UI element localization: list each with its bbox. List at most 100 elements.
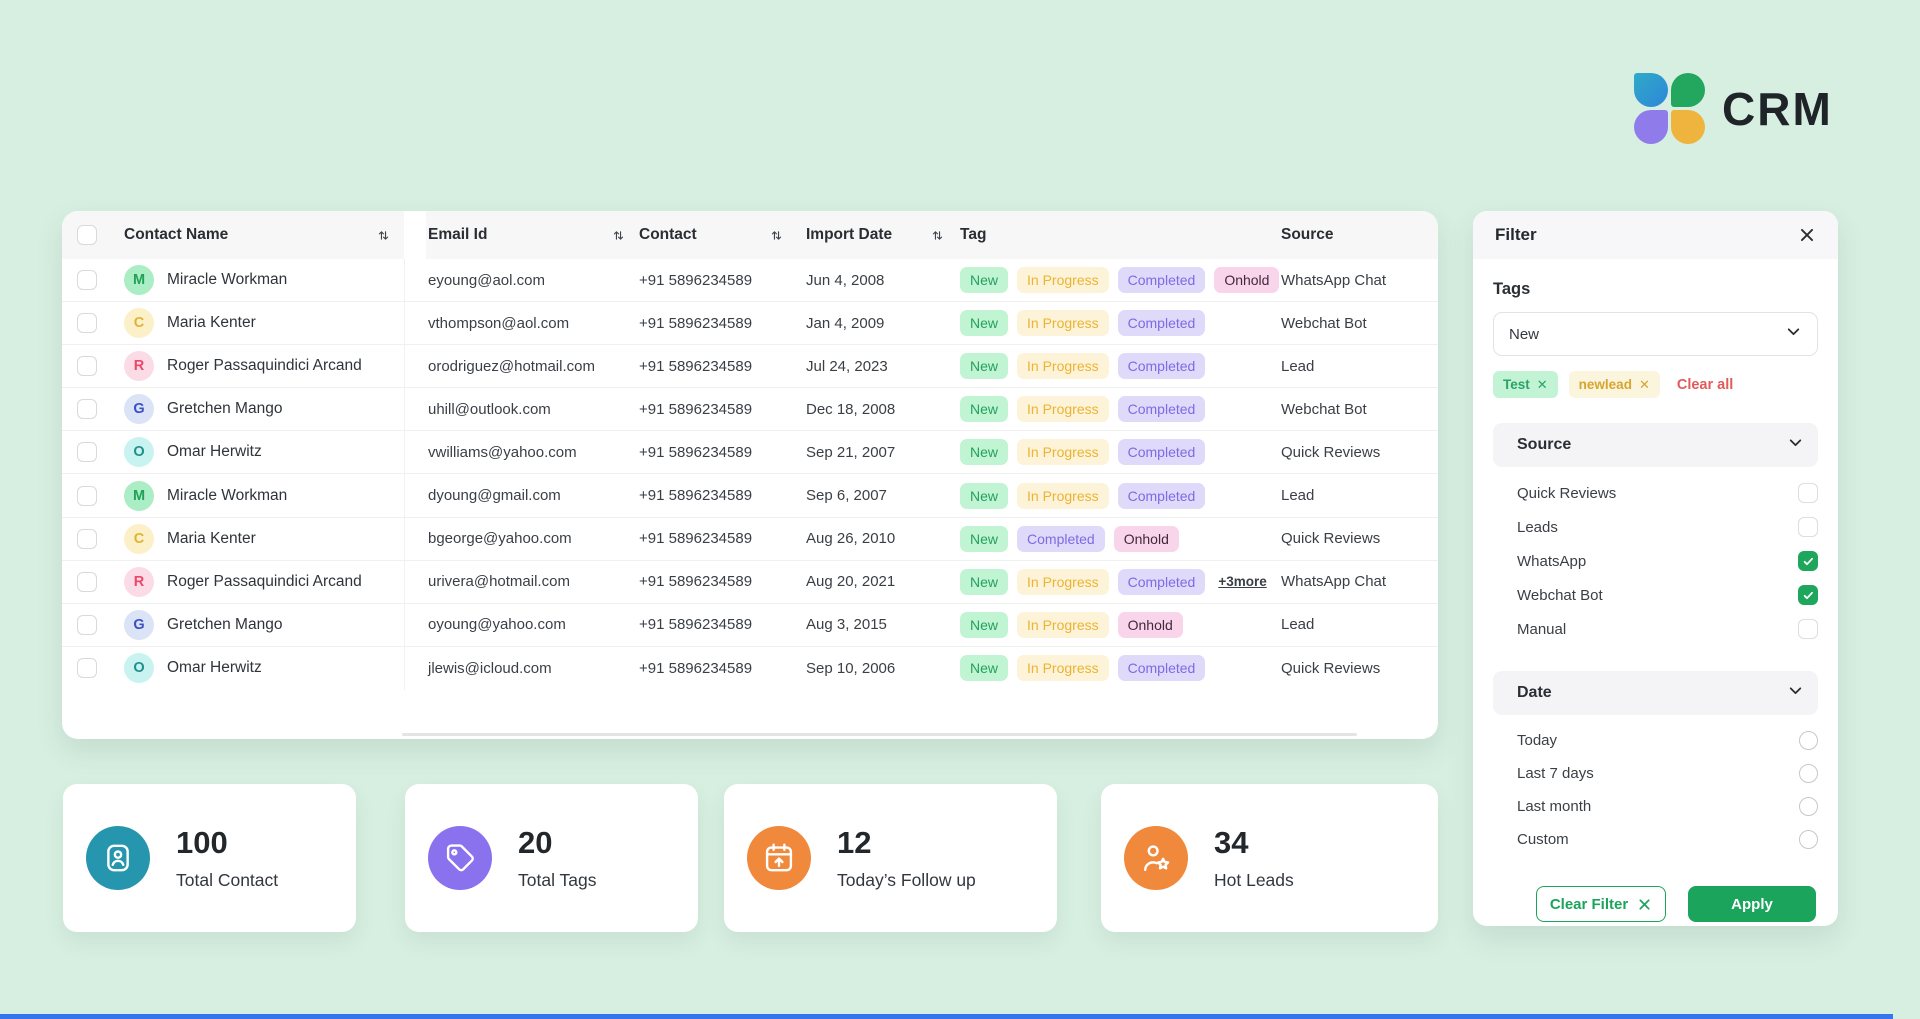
remove-chip-icon[interactable]: ✕ xyxy=(1536,376,1548,392)
source-checkbox[interactable] xyxy=(1798,585,1818,605)
source-option[interactable]: Manual xyxy=(1493,612,1818,646)
tag-pill: New xyxy=(960,396,1009,423)
row-checkbox[interactable] xyxy=(77,658,97,679)
clear-all-link[interactable]: Clear all xyxy=(1676,376,1734,393)
row-checkbox[interactable] xyxy=(77,528,97,549)
date-section-header[interactable]: Date xyxy=(1493,671,1818,715)
sort-icon[interactable] xyxy=(770,229,783,242)
header-email-label: Email Id xyxy=(428,226,488,243)
stat-label: Total Tags xyxy=(518,870,597,890)
phone-cell: +91 5896234589 xyxy=(639,314,753,332)
date-radio[interactable] xyxy=(1799,797,1818,816)
table-row[interactable]: G Gretchen Mango uhill@outlook.com +91 5896… xyxy=(62,388,1438,432)
table-row[interactable]: G Gretchen Mango oyoung@yahoo.com +91 58962… xyxy=(62,603,1438,647)
contact-name: Omar Herwitz xyxy=(167,443,262,461)
row-select-cell xyxy=(62,442,112,463)
source-option-label: Webchat Bot xyxy=(1517,586,1603,604)
sort-icon[interactable] xyxy=(931,229,944,242)
contact-name-cell: O Omar Herwitz xyxy=(112,437,404,468)
stat-card: 12 Today’s Follow up xyxy=(724,784,1057,932)
import-date-cell: Sep 6, 2007 xyxy=(806,487,887,505)
header-source-label: Source xyxy=(1281,226,1334,243)
header-import-date[interactable]: Import Date xyxy=(785,211,954,259)
table-row[interactable]: R Roger Passaquindici Arcand orodriguez@ho… xyxy=(62,345,1438,389)
source-checkbox[interactable] xyxy=(1798,551,1818,571)
avatar: R xyxy=(124,351,154,382)
date-radio[interactable] xyxy=(1799,830,1818,849)
tag-chip-label: newlead xyxy=(1578,377,1632,392)
close-icon[interactable] xyxy=(1798,226,1816,244)
logo-petal-green xyxy=(1671,73,1705,107)
row-select-cell xyxy=(62,614,112,635)
sort-icon[interactable] xyxy=(612,229,625,242)
tag-pill: Completed xyxy=(1117,267,1206,294)
source-checkbox[interactable] xyxy=(1798,517,1818,537)
apply-button[interactable]: Apply xyxy=(1688,886,1816,922)
row-checkbox[interactable] xyxy=(77,356,97,377)
column-divider xyxy=(404,431,426,474)
source-cell: Quick Reviews xyxy=(1281,659,1381,677)
contact-name: Roger Passaquindici Arcand xyxy=(167,357,362,375)
header-contact[interactable]: Contact xyxy=(638,211,785,259)
contact-name-cell: G Gretchen Mango xyxy=(112,609,404,640)
date-option[interactable]: Last month xyxy=(1493,790,1818,823)
tag-pill: New xyxy=(960,655,1009,682)
tag-pill: In Progress xyxy=(1017,267,1109,294)
table-row[interactable]: O Omar Herwitz jlewis@icloud.com +91 589623… xyxy=(62,646,1438,690)
remove-chip-icon[interactable]: ✕ xyxy=(1638,376,1650,392)
more-tags-link[interactable]: +3more xyxy=(1218,574,1267,590)
source-cell: Quick Reviews xyxy=(1281,443,1381,461)
source-cell: WhatsApp Chat xyxy=(1281,573,1387,591)
table-row[interactable]: O Omar Herwitz vwilliams@yahoo.com +91 5896… xyxy=(62,431,1438,475)
row-checkbox[interactable] xyxy=(77,571,97,592)
date-option[interactable]: Today xyxy=(1493,724,1818,757)
header-contact-name[interactable]: Contact Name xyxy=(112,211,404,259)
header-contact-label: Contact xyxy=(639,226,697,243)
source-option[interactable]: Leads xyxy=(1493,510,1818,544)
source-section-header[interactable]: Source xyxy=(1493,423,1818,467)
clear-filter-button[interactable]: Clear Filter xyxy=(1536,886,1666,922)
contact-name: Miracle Workman xyxy=(167,271,288,289)
row-checkbox[interactable] xyxy=(77,399,97,420)
header-tag: Tag xyxy=(954,211,1276,259)
phone-cell: +91 5896234589 xyxy=(639,400,753,418)
source-option[interactable]: Webchat Bot xyxy=(1493,578,1818,612)
email-cell: eyoung@aol.com xyxy=(428,271,545,289)
date-option[interactable]: Last 7 days xyxy=(1493,757,1818,790)
date-radio[interactable] xyxy=(1799,731,1818,750)
row-checkbox[interactable] xyxy=(77,614,97,635)
tags-dropdown[interactable]: New xyxy=(1493,312,1818,356)
tag-pill: In Progress xyxy=(1017,396,1109,423)
header-email[interactable]: Email Id xyxy=(426,211,638,259)
tag-pill: Onhold xyxy=(1117,611,1183,638)
row-checkbox[interactable] xyxy=(77,442,97,463)
email-cell: urivera@hotmail.com xyxy=(428,573,570,591)
select-all-checkbox[interactable] xyxy=(77,225,97,245)
date-radio[interactable] xyxy=(1799,764,1818,783)
horizontal-scrollbar[interactable] xyxy=(402,733,1357,736)
import-date-cell: Jul 24, 2023 xyxy=(806,357,888,375)
table-row[interactable]: R Roger Passaquindici Arcand urivera@hotma… xyxy=(62,560,1438,604)
row-checkbox[interactable] xyxy=(77,485,97,506)
source-section-title: Source xyxy=(1517,436,1572,453)
row-checkbox[interactable] xyxy=(77,313,97,334)
table-row[interactable]: M Miracle Workman dyoung@gmail.com +91 5896… xyxy=(62,474,1438,518)
sort-icon[interactable] xyxy=(377,229,390,242)
table-row[interactable]: M Miracle Workman eyoung@aol.com +91 589623… xyxy=(62,259,1438,303)
tag-pill: Completed xyxy=(1117,353,1206,380)
source-option[interactable]: WhatsApp xyxy=(1493,544,1818,578)
tag-pill: In Progress xyxy=(1017,353,1109,380)
phone-cell: +91 5896234589 xyxy=(639,659,753,677)
close-icon xyxy=(1639,898,1650,910)
table-row[interactable]: C Maria Kenter vthompson@aol.com +91 589623… xyxy=(62,302,1438,346)
row-checkbox[interactable] xyxy=(77,270,97,291)
source-checkbox[interactable] xyxy=(1798,619,1818,639)
tag-icon xyxy=(428,826,492,890)
source-option[interactable]: Quick Reviews xyxy=(1493,476,1818,510)
stat-card: 100 Total Contact xyxy=(63,784,356,932)
tag-chip[interactable]: Test ✕ xyxy=(1493,371,1558,398)
date-option[interactable]: Custom xyxy=(1493,823,1818,856)
source-checkbox[interactable] xyxy=(1798,483,1818,503)
table-row[interactable]: C Maria Kenter bgeorge@yahoo.com +91 589623… xyxy=(62,517,1438,561)
tag-chip[interactable]: newlead ✕ xyxy=(1568,371,1660,398)
